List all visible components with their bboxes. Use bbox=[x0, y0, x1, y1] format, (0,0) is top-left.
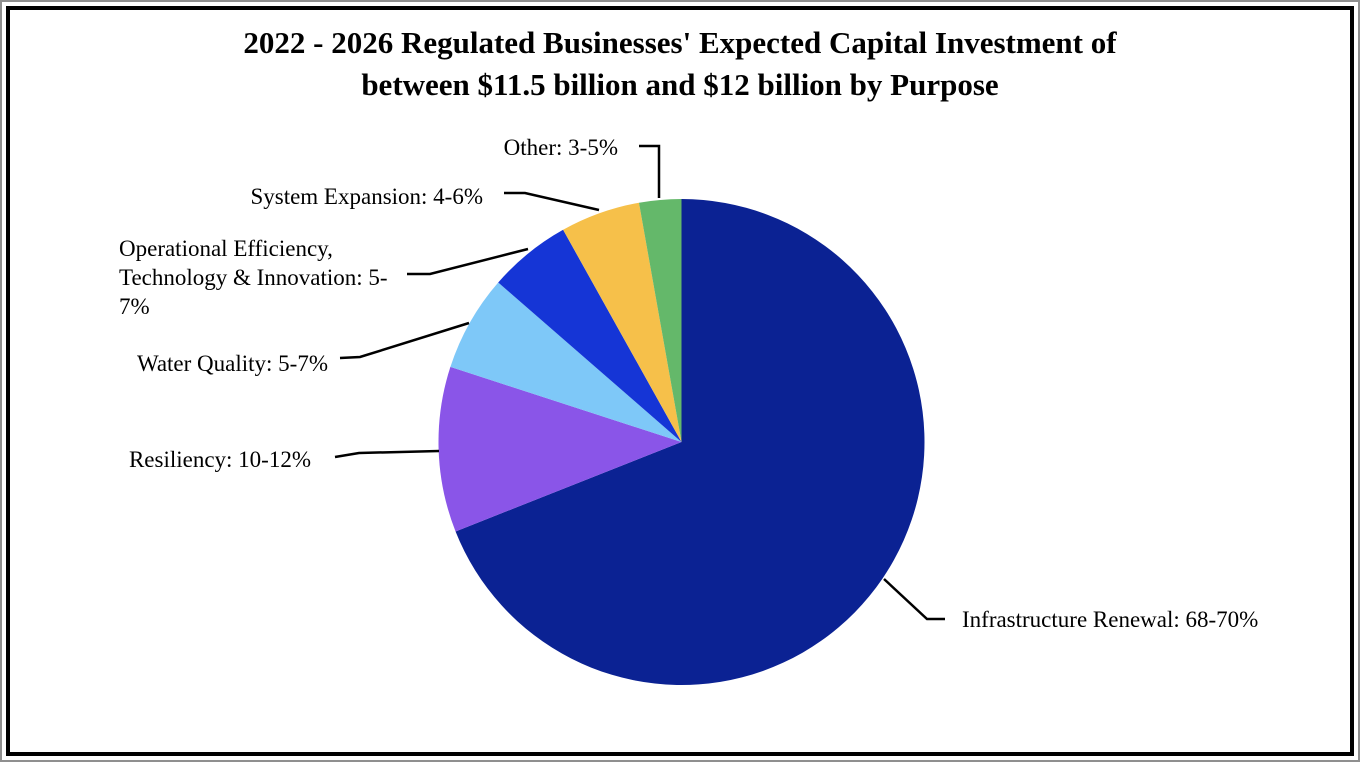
chart-title-line1: 2022 - 2026 Regulated Businesses' Expect… bbox=[243, 25, 1117, 60]
pie-slice-other bbox=[638, 199, 682, 442]
pie-slice-operational-efficiency-technology-innovation bbox=[498, 229, 682, 442]
leader-line-infrastructure bbox=[883, 578, 945, 621]
slice-label-system-expansion: System Expansion: 4-6% bbox=[250, 184, 483, 209]
slice-label-other: Other: 3-5% bbox=[503, 135, 618, 160]
pie-slice-system-expansion bbox=[563, 202, 682, 442]
pie-slices bbox=[438, 199, 925, 685]
leader-line-water bbox=[339, 321, 470, 360]
leader-line-other bbox=[639, 144, 661, 198]
leader-line-system bbox=[504, 191, 600, 212]
leader-lines bbox=[334, 144, 945, 621]
chart-title-line2: between $11.5 billion and $12 billion by… bbox=[361, 67, 999, 102]
slice-label-infrastructure-renewal: Infrastructure Renewal: 68-70% bbox=[962, 607, 1259, 632]
leader-line-resiliency bbox=[334, 449, 440, 459]
slice-label-operational-efficiency: Operational Efficiency, Technology & Inn… bbox=[119, 236, 388, 319]
leader-line-opeff bbox=[407, 247, 529, 276]
pie-slice-water-quality bbox=[450, 282, 682, 442]
chart-title: 2022 - 2026 Regulated Businesses' Expect… bbox=[2, 22, 1358, 106]
slice-label-resiliency: Resiliency: 10-12% bbox=[128, 447, 311, 472]
slice-label-water-quality: Water Quality: 5-7% bbox=[136, 351, 328, 376]
pie-slice-infrastructure-renewal bbox=[455, 199, 925, 685]
pie-slice-resiliency bbox=[438, 366, 682, 532]
